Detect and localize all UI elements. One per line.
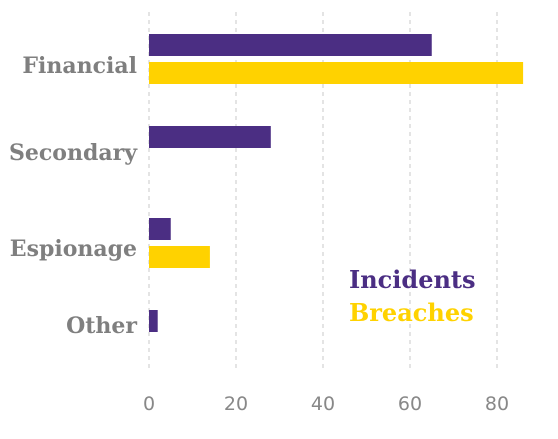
x-tick-label: 20 bbox=[224, 393, 248, 415]
x-tick-label: 80 bbox=[485, 393, 509, 415]
bar-incidents-financial bbox=[149, 34, 432, 56]
x-tick-label: 40 bbox=[311, 393, 335, 415]
category-label: Financial bbox=[22, 53, 137, 79]
bar-incidents-other bbox=[149, 310, 158, 332]
category-label: Secondary bbox=[9, 140, 138, 166]
legend-incidents: Incidents bbox=[349, 265, 476, 294]
legend: Incidents Breaches bbox=[349, 265, 476, 327]
bar-breaches-financial bbox=[149, 62, 524, 84]
bars bbox=[149, 34, 524, 332]
x-tick-label: 60 bbox=[398, 393, 422, 415]
x-tick-labels: 0 20 40 60 80 bbox=[143, 393, 509, 415]
bar-breaches-espionage bbox=[149, 246, 210, 268]
legend-breaches: Breaches bbox=[349, 298, 474, 327]
x-tick-label: 0 bbox=[143, 393, 155, 415]
category-label: Other bbox=[66, 313, 137, 339]
category-label: Espionage bbox=[10, 236, 137, 262]
category-labels: Financial Secondary Espionage Other bbox=[9, 53, 138, 339]
bar-incidents-secondary bbox=[149, 126, 271, 148]
bar-incidents-espionage bbox=[149, 218, 171, 240]
